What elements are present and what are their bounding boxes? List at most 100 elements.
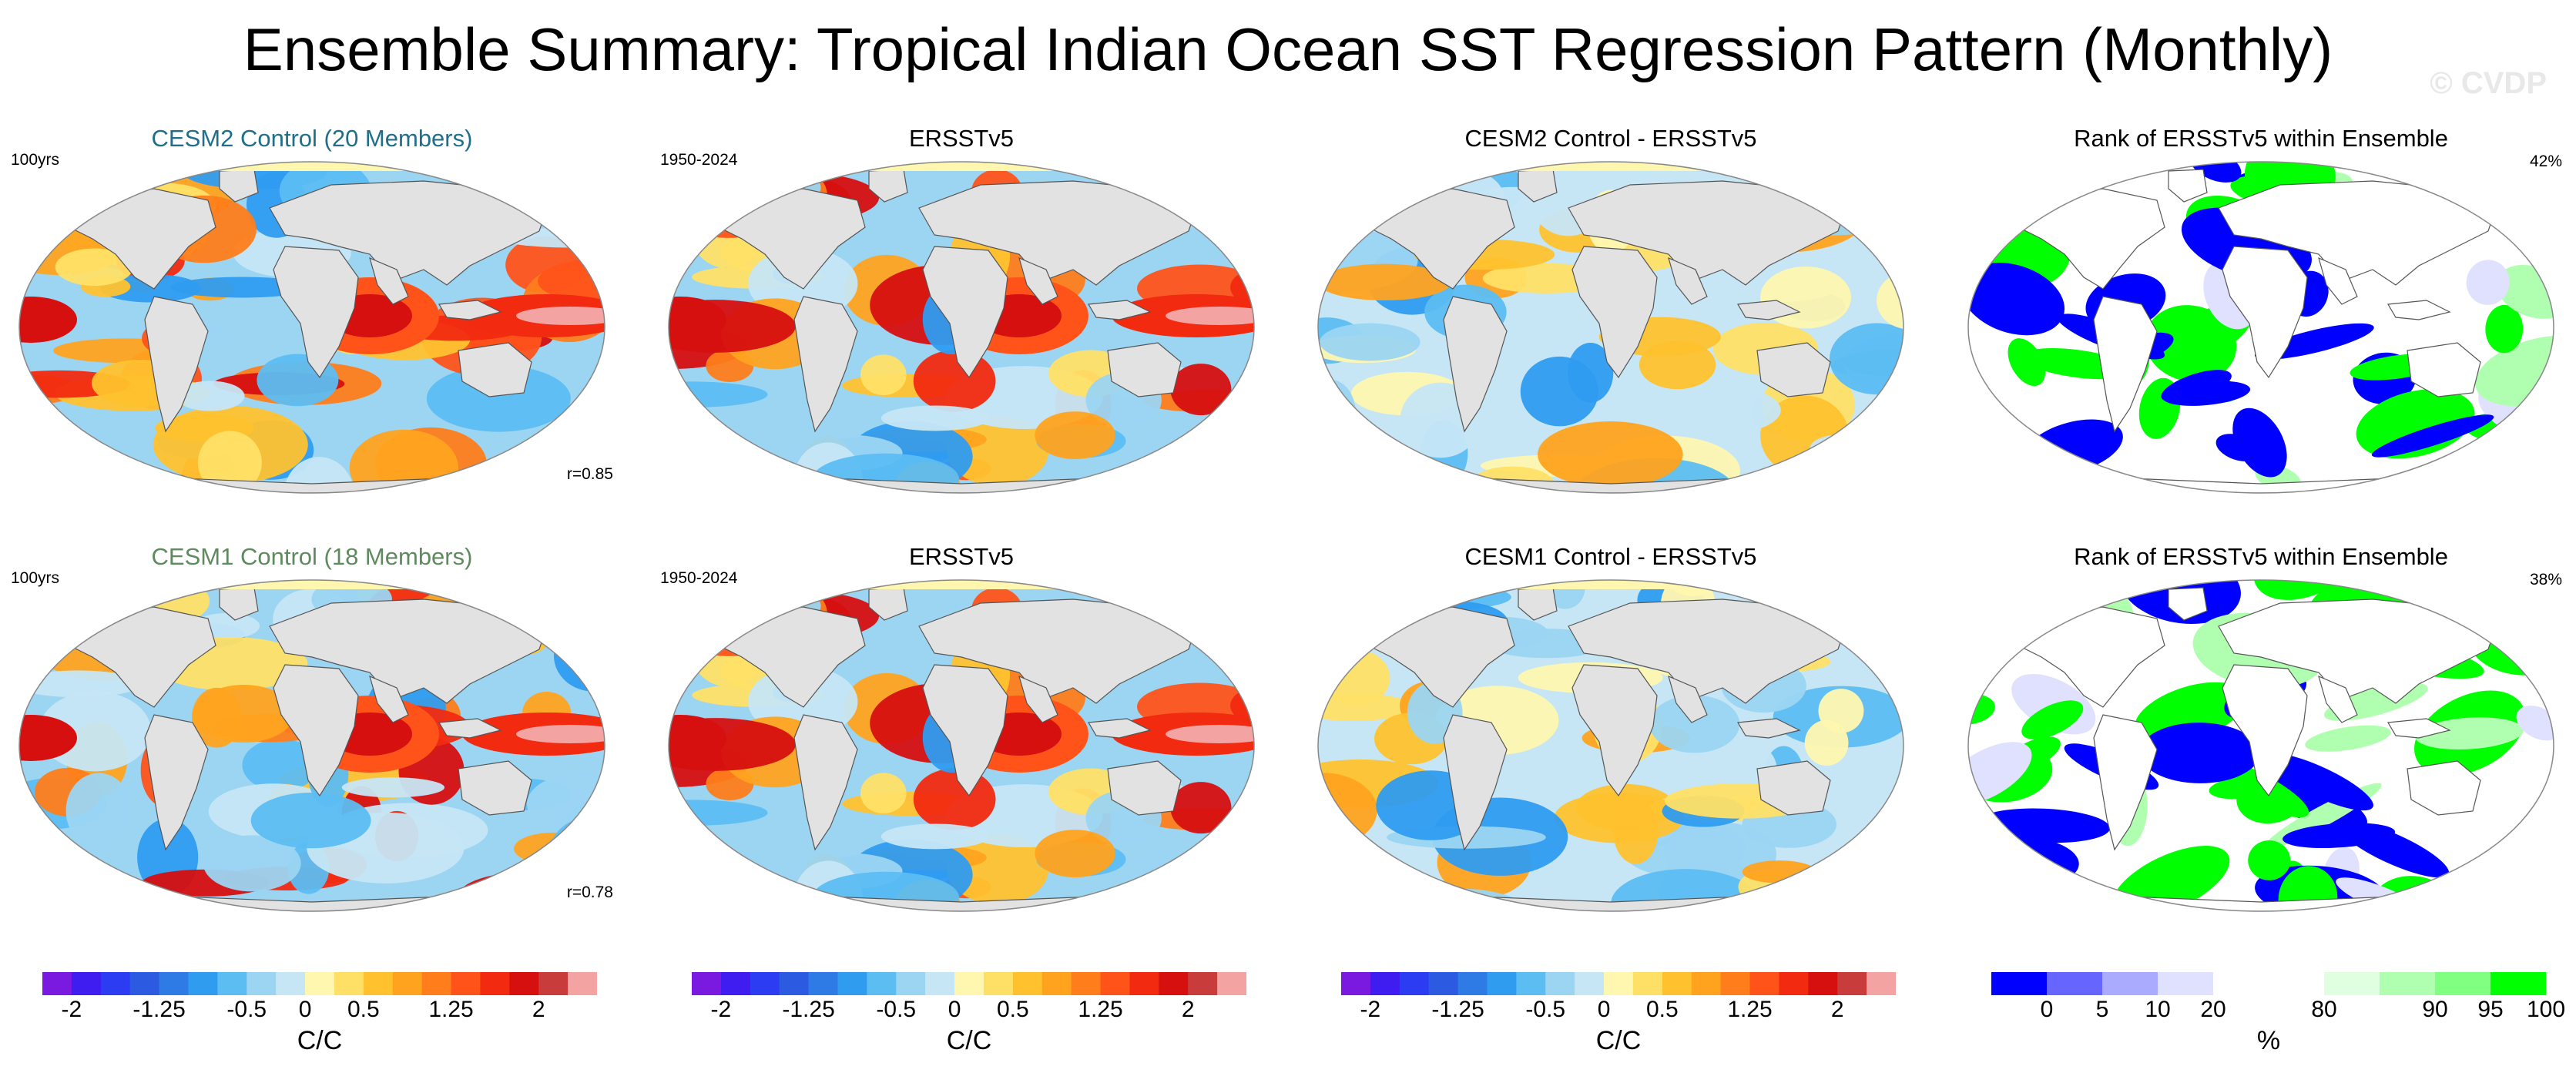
colorbar-tick-label: 20: [2200, 997, 2226, 1022]
colorbar-swatch: [1188, 972, 1218, 995]
map-observed: [668, 161, 1255, 494]
map-regression: [18, 579, 605, 912]
colorbar-tick-label: -1.25: [782, 997, 835, 1022]
colorbar-tick-label: 80: [2311, 997, 2337, 1022]
colorbar-swatch: [1217, 972, 1246, 995]
colorbar-tick-label: 0: [1597, 997, 1611, 1022]
colorbar-swatch: [1487, 972, 1517, 995]
colorbar-swatch: [808, 972, 838, 995]
colorbar-swatch: [983, 972, 1014, 995]
colorbar-swatch: [217, 972, 247, 995]
map-boundary: [1967, 579, 2554, 912]
colorbar-swatch: [1808, 972, 1838, 995]
colorbar-swatch: [451, 972, 481, 995]
land-mass: [1018, 257, 1058, 305]
colorbar-swatch: [1428, 972, 1459, 995]
panel-title: CESM1 Control (18 Members): [151, 543, 473, 570]
land-mass: [1367, 606, 1515, 708]
colorbar-swatch: [2213, 972, 2269, 995]
panel-title: Rank of ERSSTv5 within Ensemble: [2074, 543, 2448, 570]
land-mass: [1571, 246, 1658, 379]
colorbar-swatch: [954, 972, 984, 995]
colorbar-tick-label: 95: [2477, 997, 2504, 1022]
colorbar-swatch: [837, 972, 867, 995]
land-mass: [69, 606, 216, 708]
colorbar-tick-label: 0: [298, 997, 312, 1022]
colorbar-label: C/C: [946, 1026, 992, 1055]
colorbar-swatch: [71, 972, 102, 995]
colorbar-tick-label: -2: [61, 997, 82, 1022]
colorbar-tick-label: 0.5: [1645, 997, 1679, 1022]
panel-title: CESM1 Control - ERSSTv5: [1464, 543, 1757, 570]
colorbar-tick-label: 5: [2095, 997, 2109, 1022]
colorbar-swatch: [1604, 972, 1634, 995]
colorbar-swatch: [692, 972, 722, 995]
colorbar-swatch: [1516, 972, 1546, 995]
land-mass: [1018, 675, 1058, 723]
colorbar-swatch: [1100, 972, 1130, 995]
panel-title: ERSSTv5: [908, 125, 1015, 152]
colorbar-regression-2: C/C -2 -1.25 -0.5 0 0.5 1.25 2: [692, 972, 1246, 1065]
colorbar-swatch: [1370, 972, 1400, 995]
colorbar-swatch: [867, 972, 897, 995]
pattern-correlation: r=0.78: [566, 884, 613, 901]
colorbar-swatch: [1779, 972, 1809, 995]
colorbar-swatch: [750, 972, 780, 995]
colorbar-tick-label: 2: [1181, 997, 1195, 1022]
map-regression: [18, 161, 605, 494]
colorbar-swatch: [1399, 972, 1430, 995]
colorbar-swatch: [1662, 972, 1692, 995]
colorbar-swatch: [1749, 972, 1779, 995]
land-mass: [1737, 300, 1801, 320]
colorbar-tick-label: 0.5: [996, 997, 1029, 1022]
colorbar-swatch: [2047, 972, 2103, 995]
colorbar-swatch: [1837, 972, 1867, 995]
land-mass: [2387, 718, 2451, 739]
colorbar-tick-label: 0.5: [347, 997, 380, 1022]
colorbar-swatch: [1867, 972, 1896, 995]
land-mass: [2168, 169, 2208, 203]
colorbar-tick-label: -2: [710, 997, 732, 1022]
colorbar-swatch: [538, 972, 569, 995]
land-mass: [718, 606, 866, 708]
panel-r1-c2: ERSSTv5 1950-2024: [657, 123, 1266, 501]
colorbar-label: %: [2256, 1026, 2281, 1055]
cvdp-watermark: © CVDP: [2430, 66, 2547, 100]
colorbar-swatch: [363, 972, 394, 995]
rank-percent: 42%: [2529, 153, 2562, 170]
colorbar-swatch: [276, 972, 306, 995]
land-mass: [369, 675, 409, 723]
map-boundary: [668, 161, 1255, 494]
colorbar-swatch: [392, 972, 423, 995]
land-mass: [793, 296, 858, 433]
colorbar-swatch: [42, 972, 72, 995]
land-mass: [1756, 342, 1831, 397]
map-boundary: [1317, 161, 1904, 494]
land-mass: [793, 714, 858, 851]
land-mass: [2168, 587, 2208, 621]
map-boundary: [18, 161, 605, 494]
land-mass: [144, 714, 209, 851]
land-mass: [922, 664, 1008, 797]
colorbar-swatch: [100, 972, 131, 995]
land-mass: [1668, 257, 1708, 305]
colorbar-swatch: [720, 972, 751, 995]
colorbar-swatch: [421, 972, 452, 995]
colorbar-tick-label: 100: [2526, 997, 2566, 1022]
colorbar-swatch: [509, 972, 539, 995]
land-mass: [1107, 342, 1182, 397]
colorbar-swatch: [247, 972, 277, 995]
panel-r1-c3: CESM2 Control - ERSSTv5: [1306, 123, 1915, 501]
colorbar-swatch: [1720, 972, 1751, 995]
land-mass: [2018, 188, 2165, 290]
land-mass: [2093, 296, 2158, 433]
period-label: 100yrs: [11, 151, 60, 169]
colorbar-swatch: [925, 972, 955, 995]
colorbar-swatch: [2324, 972, 2380, 995]
land-mass: [458, 760, 532, 816]
land-mass: [2222, 664, 2308, 797]
colorbar-label: C/C: [1595, 1026, 1642, 1055]
land-mass: [2222, 246, 2308, 379]
panel-r2-c4: Rank of ERSSTv5 within Ensemble 38%: [1957, 542, 2565, 919]
colorbar-tick-label: 10: [2145, 997, 2171, 1022]
